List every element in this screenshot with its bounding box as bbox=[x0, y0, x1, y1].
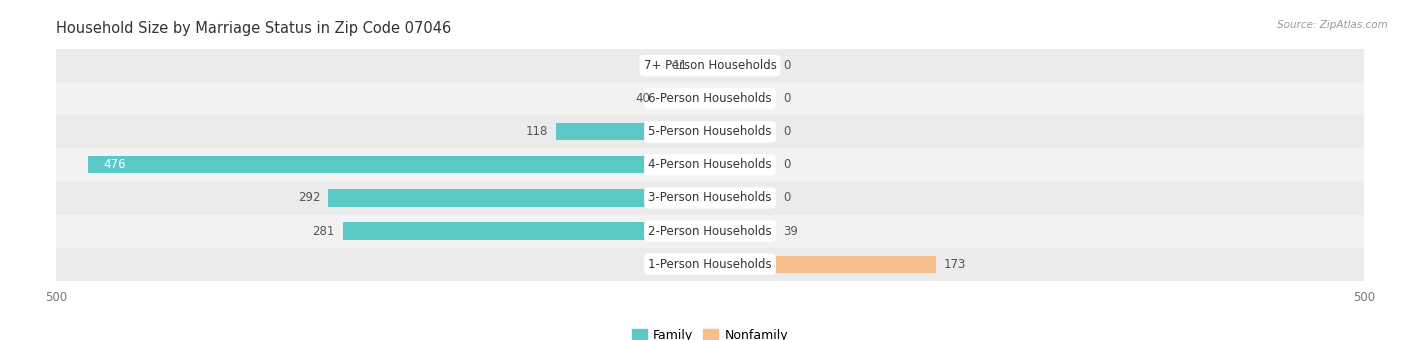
Text: 6-Person Households: 6-Person Households bbox=[648, 92, 772, 105]
Text: 0: 0 bbox=[783, 92, 790, 105]
Legend: Family, Nonfamily: Family, Nonfamily bbox=[627, 324, 793, 340]
Bar bbox=[710, 90, 776, 107]
Text: 3-Person Households: 3-Person Households bbox=[648, 191, 772, 204]
Text: 281: 281 bbox=[312, 224, 335, 238]
Text: 0: 0 bbox=[783, 191, 790, 204]
Text: 1-Person Households: 1-Person Households bbox=[648, 258, 772, 271]
Text: 2-Person Households: 2-Person Households bbox=[648, 224, 772, 238]
Bar bbox=[56, 115, 1364, 148]
Bar bbox=[56, 248, 1364, 280]
Text: Household Size by Marriage Status in Zip Code 07046: Household Size by Marriage Status in Zip… bbox=[56, 21, 451, 36]
Text: 476: 476 bbox=[103, 158, 125, 171]
Bar bbox=[710, 156, 776, 173]
Bar bbox=[56, 215, 1364, 248]
Text: 39: 39 bbox=[783, 224, 799, 238]
Bar bbox=[710, 255, 936, 273]
Bar bbox=[343, 222, 710, 240]
Text: 292: 292 bbox=[298, 191, 321, 204]
Bar bbox=[710, 123, 776, 140]
Text: 11: 11 bbox=[673, 59, 688, 72]
Text: 7+ Person Households: 7+ Person Households bbox=[644, 59, 776, 72]
Bar bbox=[710, 57, 776, 74]
Bar bbox=[56, 148, 1364, 182]
Bar bbox=[696, 57, 710, 74]
Bar bbox=[328, 189, 710, 207]
Bar bbox=[56, 82, 1364, 115]
Text: 40: 40 bbox=[636, 92, 650, 105]
Text: 4-Person Households: 4-Person Households bbox=[648, 158, 772, 171]
Bar bbox=[87, 156, 710, 173]
Text: 0: 0 bbox=[783, 158, 790, 171]
Text: 5-Person Households: 5-Person Households bbox=[648, 125, 772, 138]
Text: 118: 118 bbox=[526, 125, 548, 138]
Text: 0: 0 bbox=[783, 125, 790, 138]
Bar bbox=[710, 222, 776, 240]
Text: Source: ZipAtlas.com: Source: ZipAtlas.com bbox=[1277, 20, 1388, 30]
Bar bbox=[56, 49, 1364, 82]
Bar bbox=[710, 189, 776, 207]
Bar bbox=[555, 123, 710, 140]
Bar bbox=[658, 90, 710, 107]
Text: 173: 173 bbox=[943, 258, 966, 271]
Text: 0: 0 bbox=[783, 59, 790, 72]
Bar bbox=[56, 182, 1364, 215]
